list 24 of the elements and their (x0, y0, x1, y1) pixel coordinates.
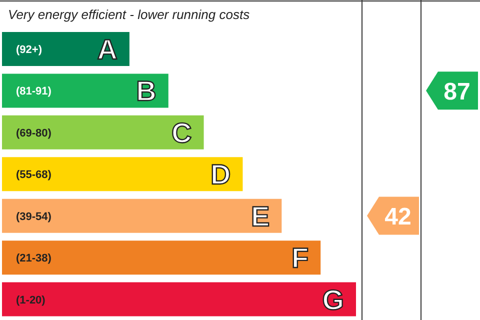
chart-title: Very energy efficient - lower running costs (8, 7, 250, 22)
annotation: (69-80) (16, 127, 52, 140)
annotation: (55-68) (16, 169, 52, 182)
y-tick-label: C (172, 117, 192, 148)
annotation: (39-54) (16, 210, 52, 223)
y-tick-label: G (322, 284, 344, 316)
bar (2, 74, 168, 108)
bar (2, 240, 321, 275)
annotation: (81-91) (16, 86, 52, 98)
bar (2, 282, 356, 316)
y-tick-label: B (136, 76, 156, 107)
bar (2, 115, 204, 150)
y-tick-label: D (210, 159, 231, 190)
annotation: (1-20) (16, 294, 46, 306)
bar (2, 157, 243, 192)
y-tick-label: F (291, 242, 309, 274)
y-tick-label: E (250, 200, 270, 232)
annotation: (92+) (16, 44, 42, 56)
bar (2, 32, 130, 66)
y-tick-label: A (97, 34, 118, 65)
annotation: (21-38) (16, 252, 52, 265)
bar (2, 198, 282, 233)
rating-arrow: 87 (426, 72, 478, 110)
rating-arrow: 42 (367, 196, 419, 235)
